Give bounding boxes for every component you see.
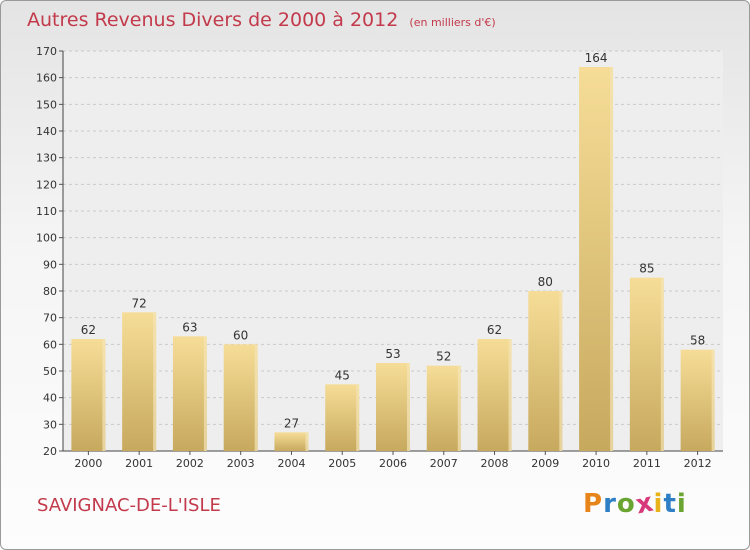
bar-value-label: 53: [385, 347, 400, 361]
bar-value-label: 52: [436, 350, 451, 364]
y-tick-label: 50: [43, 365, 57, 378]
bar: [376, 363, 410, 451]
y-tick-label: 150: [36, 98, 57, 111]
bar-value-label: 164: [585, 51, 608, 65]
x-tick-label: 2002: [176, 457, 204, 470]
y-tick-label: 170: [36, 45, 57, 58]
y-tick-label: 100: [36, 232, 57, 245]
bar: [274, 432, 309, 451]
y-tick-label: 70: [43, 312, 57, 325]
bar-value-label: 80: [538, 275, 553, 289]
bar-highlight: [153, 312, 157, 451]
y-tick-label: 40: [43, 392, 57, 405]
bar: [122, 312, 157, 451]
bar-highlight: [254, 344, 258, 451]
logo-letter: o: [616, 489, 636, 519]
y-tick-label: 20: [43, 445, 57, 458]
bar: [477, 339, 512, 451]
chart-subtitle: (en milliers d'€): [409, 16, 496, 29]
bar-highlight: [610, 67, 614, 451]
y-tick-label: 60: [43, 338, 57, 351]
x-tick-label: 2010: [582, 457, 610, 470]
x-tick-label: 2001: [125, 457, 153, 470]
x-tick-label: 2007: [430, 457, 458, 470]
bar-highlight: [457, 365, 461, 451]
bar-highlight: [711, 349, 715, 451]
bar-value-label: 62: [81, 323, 96, 337]
logo-letter: i: [653, 489, 664, 519]
bar-highlight: [356, 384, 360, 451]
bar: [426, 365, 461, 451]
x-tick-label: 2012: [684, 457, 712, 470]
title-row: Autres Revenus Divers de 2000 à 2012 (en…: [27, 9, 496, 31]
chart-title: Autres Revenus Divers de 2000 à 2012: [27, 9, 399, 31]
bar-value-label: 85: [639, 262, 654, 276]
y-tick-label: 160: [36, 72, 57, 85]
bar: [680, 349, 715, 451]
logo-letter: i: [676, 489, 687, 519]
bar: [528, 291, 563, 451]
y-tick-label: 110: [36, 205, 57, 218]
bar: [579, 67, 614, 451]
bar: [172, 336, 207, 451]
bar-highlight: [305, 432, 309, 451]
bar-value-label: 60: [233, 328, 248, 342]
bar-highlight: [559, 291, 563, 451]
location-name: SAVIGNAC-DE-L'ISLE: [37, 495, 221, 516]
x-tick-label: 2011: [633, 457, 661, 470]
x-tick-label: 2009: [531, 457, 559, 470]
bar: [223, 344, 258, 451]
bar: [71, 339, 106, 451]
bar-highlight: [508, 339, 512, 451]
bar-value-label: 27: [284, 416, 299, 430]
bar-highlight: [407, 363, 410, 451]
y-tick-label: 30: [43, 418, 57, 431]
y-tick-label: 120: [36, 178, 57, 191]
bar-highlight: [203, 336, 207, 451]
x-tick-label: 2004: [277, 457, 305, 470]
bar-value-label: 45: [335, 368, 350, 382]
x-tick-label: 2003: [227, 457, 255, 470]
y-tick-label: 90: [43, 258, 57, 271]
bar: [325, 384, 360, 451]
x-tick-label: 2008: [481, 457, 509, 470]
logo-letter: r: [603, 489, 617, 519]
bar-value-label: 63: [182, 320, 197, 334]
x-tick-label: 2000: [74, 457, 102, 470]
bar-value-label: 72: [132, 296, 147, 310]
bar-highlight: [660, 277, 664, 451]
bar-highlight: [102, 339, 106, 451]
proxiti-logo: Proxiti: [583, 487, 687, 520]
bar: [629, 277, 664, 451]
bar-value-label: 62: [487, 323, 502, 337]
y-tick-label: 140: [36, 125, 57, 138]
x-tick-label: 2006: [379, 457, 407, 470]
logo-letter: t: [663, 489, 677, 519]
logo-letter: P: [583, 489, 604, 519]
y-tick-label: 130: [36, 152, 57, 165]
y-tick-label: 80: [43, 285, 57, 298]
bar-value-label: 58: [690, 334, 705, 348]
x-tick-label: 2005: [328, 457, 356, 470]
